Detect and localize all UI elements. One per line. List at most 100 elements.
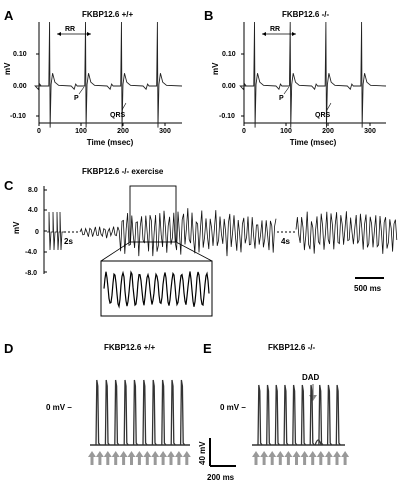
panel-d: D FKBP12.6 +/+ 0 mV –: [4, 341, 191, 465]
panel-e-voltage-scale-label: 40 mV: [198, 441, 207, 465]
pacing-stimulus-arrow: [95, 451, 104, 465]
action-potential-spike: [161, 379, 167, 446]
dad-bump: [314, 439, 322, 446]
action-potential-spike: [292, 384, 298, 446]
pacing-stimulus-arrow: [143, 451, 152, 465]
panel-a: A FKBP12.6 +/+ mV 0.10 0.00 -0.10 0 100 …: [3, 8, 183, 147]
panel-b-xtick-3: 200: [322, 128, 334, 135]
pacing-stimulus-arrow: [260, 451, 269, 465]
panel-a-letter: A: [4, 8, 14, 23]
panel-c-gap-label-2: 4s: [281, 237, 290, 246]
pacing-stimulus-arrow: [276, 451, 285, 465]
panel-a-ytick-2: 0.00: [13, 83, 27, 90]
action-potential-spike: [318, 384, 324, 446]
action-potential-spike: [257, 384, 263, 446]
action-potential-spike: [142, 379, 148, 446]
pacing-stimulus-arrow: [167, 451, 175, 465]
action-potential-spike: [179, 379, 186, 446]
panel-a-p-pointer: [78, 86, 85, 95]
panel-d-zero-label: 0 mV –: [46, 403, 72, 412]
panel-a-y-label: mV: [3, 62, 12, 75]
panel-b-qrs-pointer: [326, 102, 332, 111]
pacing-stimulus-arrow: [111, 451, 120, 465]
panel-d-pacing-arrows: [88, 451, 191, 465]
panel-c-trace-exercise: [79, 208, 277, 257]
action-potential-spike: [95, 379, 101, 446]
pacing-stimulus-arrow: [182, 451, 191, 465]
panel-c-ytick-3: 0: [35, 229, 39, 236]
panel-c-title: FKBP12.6 -/- exercise: [82, 167, 164, 176]
panel-a-xtick-2: 100: [75, 128, 87, 135]
panel-b-x-label: Time (msec): [290, 138, 337, 147]
pacing-stimulus-arrow: [316, 451, 325, 465]
panel-b-ytick-3: -0.10: [219, 113, 235, 120]
panel-e: E FKBP12.6 -/- 0 mV – DAD 40 mV 200 ms: [198, 341, 350, 482]
panel-b-ytick-1: 0.10: [222, 51, 236, 58]
panel-a-ytick-1: 0.10: [13, 51, 27, 58]
panel-c-ytick-1: 8.0: [28, 187, 38, 194]
action-potential-spike: [104, 379, 110, 446]
panel-b-qrs-label: QRS: [315, 112, 331, 119]
action-potential-spike: [283, 384, 289, 446]
pacing-stimulus-arrow: [88, 451, 96, 465]
panel-b-rr-label: RR: [270, 26, 280, 33]
panel-d-action-potentials: [90, 379, 190, 446]
panel-a-qrs-label: QRS: [110, 112, 126, 119]
panel-c-inset-trace: [103, 270, 210, 309]
panel-c-zoom-connector-right: [175, 241, 213, 262]
panel-b-y-label: mV: [211, 62, 220, 75]
panel-c-y-label: mV: [12, 221, 21, 234]
panel-b-ecg-trace: [239, 21, 387, 128]
pacing-stimulus-arrow: [119, 451, 128, 465]
panel-a-ytick-3: -0.10: [10, 113, 26, 120]
panel-b-xtick-2: 100: [280, 128, 292, 135]
panel-c-ytick-2: 4.0: [28, 207, 38, 214]
panel-e-title: FKBP12.6 -/-: [268, 343, 315, 352]
panel-a-rr-arrowheads: [57, 32, 91, 36]
action-potential-spike: [335, 384, 341, 446]
panel-c-zoom-connector-left: [100, 241, 131, 262]
pacing-stimulus-arrow: [308, 451, 317, 465]
panel-a-ecg-trace: [34, 21, 183, 128]
panel-a-qrs-pointer: [121, 102, 127, 111]
pacing-stimulus-arrow: [333, 451, 341, 465]
pacing-stimulus-arrow: [292, 451, 301, 465]
panel-d-title: FKBP12.6 +/+: [104, 343, 155, 352]
panel-b-ytick-2: 0.00: [222, 83, 236, 90]
pacing-stimulus-arrow: [284, 451, 293, 465]
action-potential-spike: [266, 384, 272, 446]
action-potential-spike: [326, 384, 333, 446]
panel-c-ytick-4: -4.0: [25, 249, 37, 256]
pacing-stimulus-arrow: [268, 451, 277, 465]
action-potential-spike: [151, 379, 157, 446]
pacing-stimulus-arrow: [174, 451, 183, 465]
pacing-stimulus-arrow: [341, 451, 350, 465]
panel-c-trace-initial: [47, 211, 64, 251]
panel-d-letter: D: [4, 341, 13, 356]
panel-c-letter: C: [4, 178, 14, 193]
panel-a-p-label: P: [74, 95, 79, 102]
action-potential-spike: [300, 384, 307, 446]
pacing-stimulus-arrow: [324, 451, 333, 465]
panel-a-x-label: Time (msec): [87, 138, 134, 147]
panel-a-xtick-1: 0: [37, 128, 41, 135]
panel-a-title: FKBP12.6 +/+: [82, 10, 133, 19]
panel-b-title: FKBP12.6 -/-: [282, 10, 329, 19]
panel-a-xtick-4: 300: [159, 128, 171, 135]
panel-e-dad-label: DAD: [302, 373, 320, 382]
panel-e-zero-label: 0 mV –: [220, 403, 246, 412]
panel-c-trace-late: [295, 211, 398, 254]
pacing-stimulus-arrow: [151, 451, 160, 465]
action-potential-spike: [309, 384, 315, 446]
pacing-stimulus-arrow: [300, 451, 309, 465]
pacing-stimulus-arrow: [103, 451, 112, 465]
pacing-stimulus-arrow: [159, 451, 168, 465]
panel-e-pacing-arrows: [252, 451, 350, 465]
pacing-stimulus-arrow: [135, 451, 144, 465]
action-potential-spike: [170, 379, 176, 446]
panel-a-rr-label: RR: [65, 26, 75, 33]
panel-c-scale-label: 500 ms: [354, 284, 382, 293]
action-potential-spike: [274, 384, 280, 446]
panel-b-p-label: P: [279, 95, 284, 102]
panel-c: C FKBP12.6 -/- exercise mV 8.0 4.0 0 -4.…: [4, 167, 398, 317]
